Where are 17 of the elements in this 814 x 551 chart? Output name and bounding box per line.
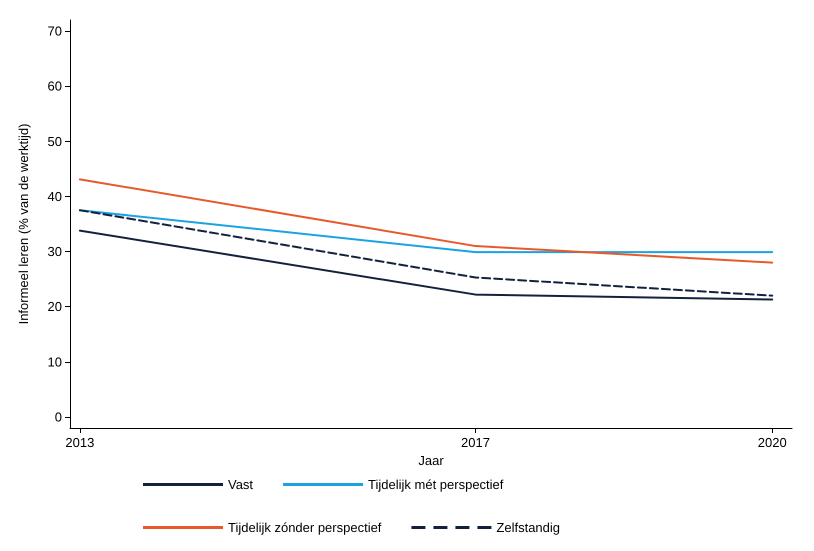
y-tick-label: 0 [54,409,62,424]
x-tick-label: 2017 [461,435,490,450]
legend-label: Zelfstandig [496,520,560,535]
legend-label: Tijdelijk mét perspectief [368,477,504,492]
y-tick-label: 50 [48,134,62,149]
y-tick-label: 70 [48,24,62,39]
x-axis-title: Jaar [418,452,444,468]
legend-label: Tijdelijk zónder perspectief [228,520,382,535]
y-tick-label: 60 [48,78,62,94]
y-tick-label: 40 [48,188,62,204]
y-tick-label: 30 [48,244,62,260]
y-tick-label: 10 [48,354,62,370]
y-axis-title: Informeel leren (% van de werktijd) [16,124,31,324]
y-tick-label: 20 [48,299,62,314]
legend-label: Vast [228,477,254,492]
x-tick-label: 2013 [65,435,94,450]
x-tick-label: 2020 [758,435,787,450]
